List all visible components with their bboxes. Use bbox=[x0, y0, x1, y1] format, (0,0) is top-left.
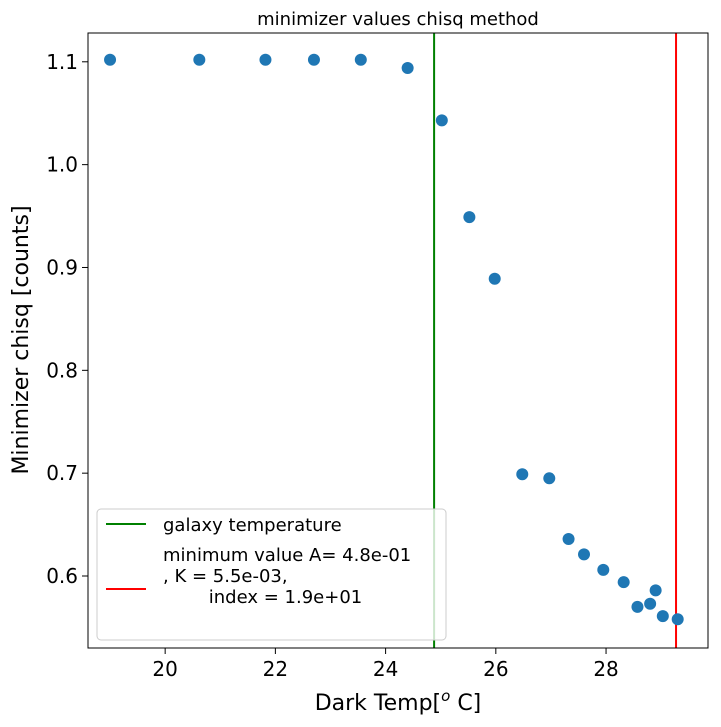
data-point bbox=[617, 576, 630, 589]
data-point bbox=[401, 61, 414, 74]
plot-area-frame bbox=[87, 32, 709, 649]
data-point bbox=[104, 53, 117, 66]
legend-label-line: , K = 5.5e-03, bbox=[163, 566, 288, 587]
y-tick-label: 0.6 bbox=[46, 564, 78, 588]
legend-label-minimum-value: minimum value A= 4.8e-01, K = 5.5e-03, i… bbox=[163, 545, 411, 608]
y-tick-label: 0.9 bbox=[46, 255, 78, 279]
data-point bbox=[259, 53, 272, 66]
data-point bbox=[488, 272, 501, 285]
x-tick-label: 22 bbox=[263, 657, 288, 681]
x-tick-label: 20 bbox=[152, 657, 177, 681]
legend: galaxy temperature minimum value A= 4.8e-… bbox=[96, 508, 447, 641]
legend-label-galaxy-temperature: galaxy temperature bbox=[163, 515, 342, 536]
legend-box bbox=[96, 508, 447, 641]
x-tick-label: 28 bbox=[593, 657, 618, 681]
x-axis-label-unit: C] bbox=[450, 691, 481, 716]
y-axis: 0.6 0.7 0.8 0.9 1.0 1.1 bbox=[46, 50, 88, 588]
data-point bbox=[644, 597, 657, 610]
x-tick-label: 26 bbox=[483, 657, 508, 681]
data-point bbox=[463, 211, 476, 224]
data-point bbox=[562, 532, 575, 545]
y-tick-label: 1.0 bbox=[46, 153, 78, 177]
data-point bbox=[435, 114, 448, 127]
x-axis-label-superscript: o bbox=[441, 687, 450, 705]
data-point bbox=[516, 468, 529, 481]
x-axis: 20 22 24 26 28 bbox=[152, 648, 619, 681]
data-point bbox=[307, 53, 320, 66]
data-point bbox=[354, 53, 367, 66]
x-axis-label-main: Dark Temp[ bbox=[315, 691, 441, 716]
legend-label-line: index = 1.9e+01 bbox=[163, 587, 362, 608]
data-point bbox=[656, 610, 669, 623]
y-tick-label: 0.8 bbox=[46, 358, 78, 382]
x-tick-label: 24 bbox=[373, 657, 398, 681]
data-point bbox=[578, 548, 590, 561]
legend-label-line: minimum value A= 4.8e-01 bbox=[163, 545, 411, 566]
data-point bbox=[597, 563, 610, 576]
y-tick-label: 0.7 bbox=[46, 461, 78, 485]
data-point bbox=[649, 584, 662, 597]
data-point bbox=[631, 600, 644, 613]
data-point bbox=[193, 53, 206, 66]
data-point bbox=[671, 613, 684, 626]
y-axis-label: Minimizer chisq [counts] bbox=[9, 205, 34, 474]
data-point bbox=[543, 472, 556, 485]
chart-title: minimizer values chisq method bbox=[257, 9, 539, 30]
x-axis-label: Dark Temp[o C] bbox=[315, 687, 482, 716]
y-tick-label: 1.1 bbox=[46, 50, 78, 74]
